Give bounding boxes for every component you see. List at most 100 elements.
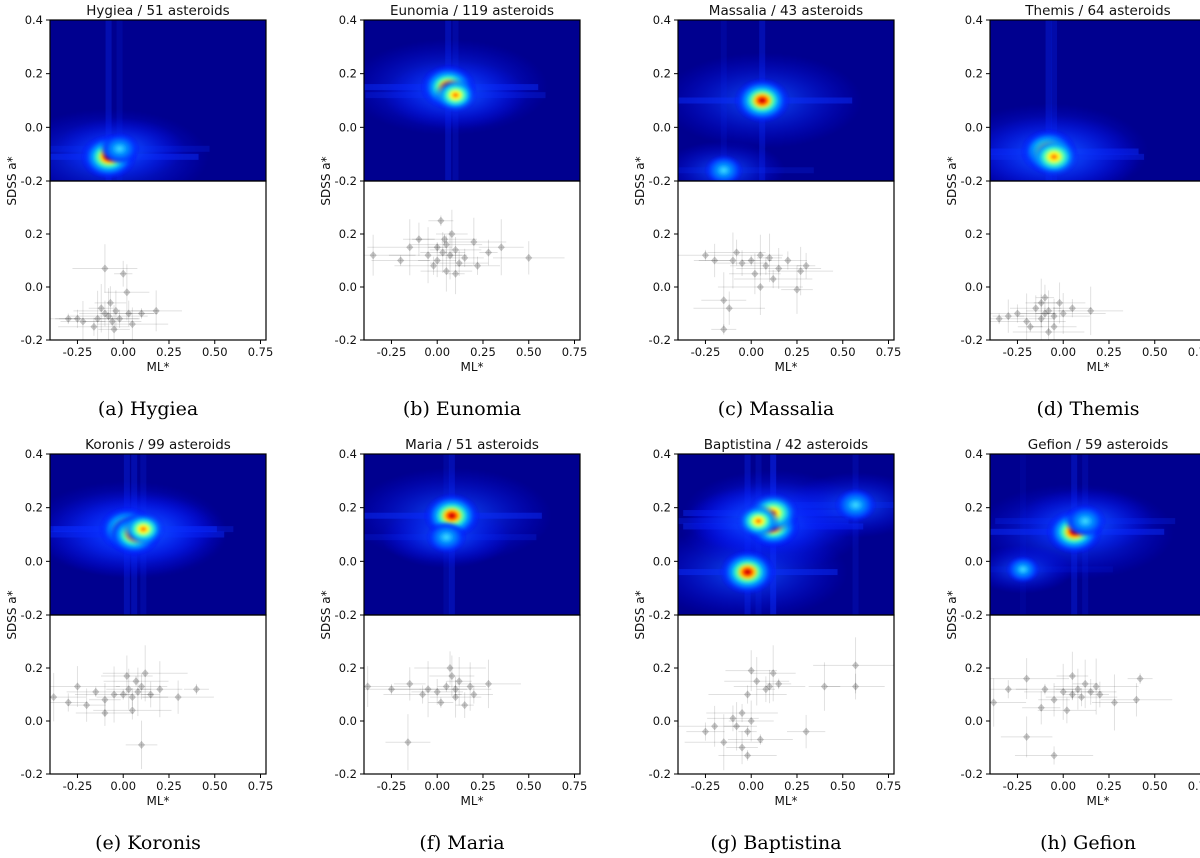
y-tick-label: 0.0 — [339, 120, 357, 134]
data-point — [766, 682, 774, 691]
data-point — [1050, 312, 1058, 321]
y-tick-label: -0.2 — [335, 767, 357, 781]
density-peak — [426, 521, 467, 554]
data-point — [125, 685, 133, 694]
data-point — [448, 230, 456, 238]
x-tick-label: 0.00 — [424, 779, 450, 793]
data-point — [101, 309, 109, 318]
y-tick-label: 0.0 — [965, 120, 983, 134]
data-point — [1068, 690, 1076, 699]
x-tick-label: -0.25 — [377, 345, 407, 359]
data-point — [433, 256, 441, 265]
data-point — [92, 687, 100, 696]
x-tick-label: 0.50 — [1142, 779, 1168, 793]
data-point — [1132, 695, 1140, 704]
data-point — [1059, 309, 1067, 318]
data-point — [123, 288, 131, 297]
x-tick-label: 0.50 — [830, 345, 856, 359]
data-point — [1037, 703, 1045, 712]
data-point — [448, 671, 456, 680]
data-point — [123, 671, 131, 680]
data-point — [125, 309, 133, 318]
y-tick-label: 0.2 — [965, 661, 983, 675]
data-point — [1092, 682, 1100, 691]
x-tick-label: 0.25 — [784, 345, 810, 359]
panel-title: Themis / 64 asteroids — [1024, 3, 1170, 19]
data-point — [110, 325, 118, 334]
x-tick-label: 0.00 — [110, 779, 136, 793]
y-tick-label: 0.4 — [965, 447, 983, 461]
data-point — [442, 682, 450, 691]
density-heatmap — [50, 454, 266, 615]
data-point — [733, 722, 741, 731]
y-tick-label: -0.2 — [961, 608, 983, 622]
y-axis-label: SDSS a* — [633, 590, 647, 639]
panel-title: Massalia / 43 asteroids — [709, 3, 863, 19]
data-point — [738, 259, 746, 268]
x-tick-label: 0.25 — [784, 779, 810, 793]
data-point — [744, 690, 752, 699]
y-tick-label: 0.4 — [339, 13, 357, 27]
data-point — [147, 690, 155, 699]
data-point — [461, 253, 469, 262]
data-point — [470, 237, 478, 246]
data-point — [701, 251, 709, 260]
data-point — [720, 296, 728, 305]
x-tick-label: -0.25 — [63, 779, 93, 793]
scatter-area — [364, 651, 521, 771]
data-point — [756, 251, 764, 260]
y-tick-label: 0.0 — [653, 554, 671, 568]
y-tick-label: 0.2 — [339, 67, 357, 81]
x-tick-label: 0.00 — [110, 345, 136, 359]
y-tick-label: -0.2 — [335, 608, 357, 622]
data-point — [720, 325, 728, 334]
data-point — [141, 669, 149, 678]
data-point — [466, 682, 474, 691]
data-point — [769, 669, 777, 678]
data-point — [756, 735, 764, 744]
data-point — [797, 267, 805, 276]
density-peak — [1064, 504, 1106, 538]
data-point — [751, 269, 759, 278]
y-tick-label: 0.2 — [25, 501, 43, 515]
scatter-frame — [49, 180, 267, 341]
data-point — [387, 685, 395, 694]
density-peak — [433, 77, 478, 113]
data-point — [424, 251, 432, 260]
y-tick-label: 0.4 — [653, 447, 671, 461]
scatter-frame — [363, 180, 581, 341]
panel-maria: Maria / 51 asteroids 0.4 0.2 0.0 -0.2 0.2 0.0 -… — [319, 437, 587, 808]
x-tick-label: 0.75 — [876, 779, 902, 793]
data-point — [116, 314, 124, 323]
data-point — [1037, 314, 1045, 323]
data-point — [112, 306, 120, 315]
data-point — [437, 698, 445, 707]
y-tick-label: 0.4 — [339, 447, 357, 461]
data-point — [766, 253, 774, 262]
y-tick-label: 0.0 — [339, 280, 357, 294]
x-tick-label: 0.00 — [424, 345, 450, 359]
data-point — [775, 264, 783, 273]
data-point — [820, 682, 828, 691]
x-axis-label: ML* — [460, 794, 483, 808]
x-tick-label: 0.00 — [1050, 779, 1076, 793]
data-point — [64, 314, 72, 323]
data-point — [1032, 304, 1040, 313]
x-tick-label: 0.75 — [1188, 345, 1200, 359]
y-tick-label: 0.0 — [25, 120, 43, 134]
scatter-frame — [989, 180, 1200, 341]
scatter-area — [678, 232, 834, 335]
density-peak — [734, 78, 791, 123]
density-streak-horizontal — [990, 566, 1113, 573]
data-point — [725, 304, 733, 313]
y-tick-label: 0.4 — [25, 13, 43, 27]
scatter-frame — [49, 614, 267, 775]
y-axis-label: SDSS a* — [319, 156, 333, 205]
data-point — [484, 248, 492, 257]
y-tick-label: -0.2 — [21, 608, 43, 622]
y-tick-label: -0.2 — [335, 333, 357, 347]
y-tick-label: 0.2 — [965, 227, 983, 241]
y-tick-label: 0.0 — [965, 714, 983, 728]
data-point — [108, 317, 116, 326]
data-point — [484, 679, 492, 688]
